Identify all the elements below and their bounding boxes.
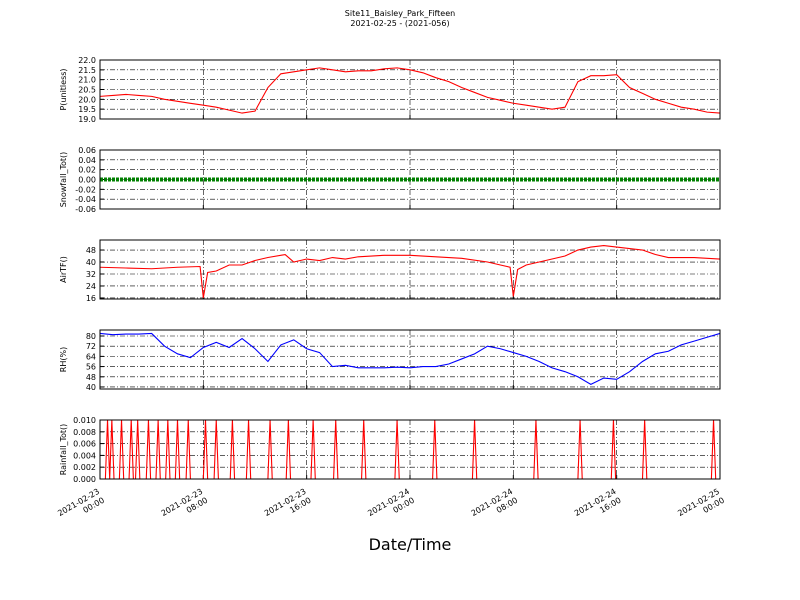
- y-tick-label: -0.04: [75, 195, 96, 204]
- data-line: [99, 332, 721, 386]
- y-tick-label: 48: [86, 373, 96, 382]
- y-tick-label: -0.02: [75, 185, 96, 194]
- y-tick-label: 0.02: [78, 166, 96, 175]
- chart-subtitle: 2021-02-25 - (2021-056): [350, 19, 449, 28]
- y-tick-label: 20.5: [78, 86, 96, 95]
- y-tick-label: 0.002: [73, 463, 96, 472]
- y-axis-label: RH(%): [59, 347, 68, 372]
- y-tick-label: 0.04: [78, 156, 96, 165]
- y-tick-label: 21.5: [78, 66, 96, 75]
- y-tick-label: 80: [86, 332, 96, 341]
- plot-frame: [99, 149, 721, 210]
- y-tick-label: 0.000: [73, 475, 96, 484]
- y-tick-label: 48: [86, 246, 96, 255]
- plot-frame: [99, 59, 721, 120]
- y-tick-label: 56: [86, 363, 96, 372]
- y-tick-label: -0.06: [75, 205, 96, 214]
- y-tick-label: 24: [86, 282, 96, 291]
- y-tick-label: 0.004: [73, 451, 96, 460]
- y-tick-label: 19.0: [78, 115, 96, 124]
- y-tick-label: 21.0: [78, 76, 96, 85]
- y-axis-label: Snowfall_Tot(): [59, 152, 68, 208]
- y-tick-label: 19.5: [78, 105, 96, 114]
- data-line: [99, 244, 721, 299]
- y-tick-label: 72: [86, 342, 96, 351]
- plot-frame: [99, 419, 721, 480]
- y-tick-label: 0.00: [78, 176, 96, 185]
- plot-frame: [99, 329, 721, 390]
- y-tick-label: 0.010: [73, 416, 96, 425]
- x-axis-label: Date/Time: [369, 535, 452, 554]
- y-tick-label: 0.06: [78, 146, 96, 155]
- y-axis-label: Rainfall_Tot(): [59, 424, 68, 476]
- data-line: [99, 67, 721, 114]
- y-axis-label: AirTF(): [59, 256, 68, 283]
- y-tick-label: 40: [86, 383, 96, 392]
- y-tick-label: 16: [86, 294, 96, 303]
- y-tick-label: 0.006: [73, 440, 96, 449]
- y-tick-label: 20.0: [78, 95, 96, 104]
- y-axis-label: P(unitless): [59, 68, 68, 110]
- y-tick-label: 0.008: [73, 428, 96, 437]
- plot-frame: [99, 239, 721, 300]
- chart-title: Site11_Baisley_Park_Fifteen: [345, 9, 455, 18]
- data-line: [100, 419, 720, 480]
- y-tick-label: 32: [86, 270, 96, 279]
- y-tick-label: 22.0: [78, 56, 96, 65]
- y-tick-label: 40: [86, 258, 96, 267]
- y-tick-label: 64: [86, 352, 96, 361]
